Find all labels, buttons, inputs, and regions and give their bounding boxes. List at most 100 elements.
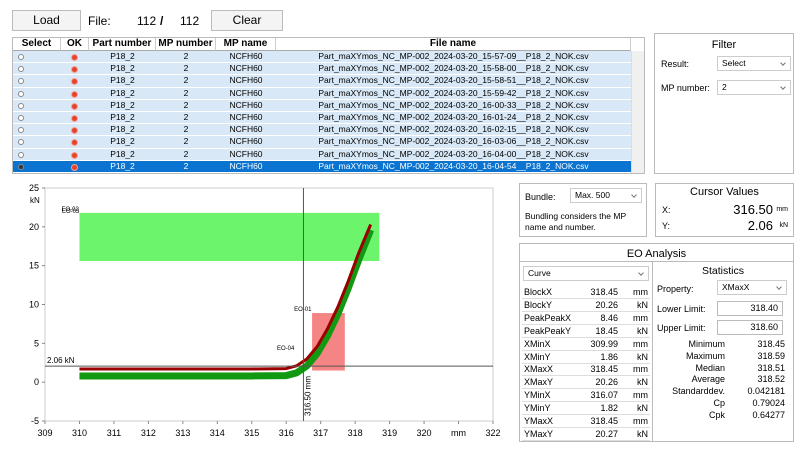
annotation: EO-04 [277,346,295,352]
result-name: XMaxX [524,364,554,375]
bundle-note: Bundling considers the MP name and numbe… [525,211,626,232]
cell: Part_maXYmos_NC_MP-002_2024-03-20_15-58-… [318,75,589,86]
result-name: PeakPeakX [524,312,572,323]
mp-select[interactable]: 2 [717,80,791,95]
property-select[interactable]: XMaxX [717,280,787,295]
scrollbar[interactable] [631,51,644,173]
table-row[interactable]: P18_2 2 NCFH60 Part_maXYmos_NC_MP-002_2024-… [13,63,631,76]
stat-name: Cp [713,398,725,408]
result-row [522,338,650,351]
result-row [522,325,650,338]
cell: P18_2 [110,112,135,122]
result-name: XMaxY [524,377,554,388]
eo-title: EO Analysis [626,248,687,260]
result-name: YMinX [524,390,551,401]
stat-name: Maximum [685,350,725,361]
lower-input[interactable]: 318.40 [717,301,783,316]
cell: Part_maXYmos_NC_MP-002_2024-03-20_16-03-… [318,136,589,147]
stat-name: Standarddev. [672,386,725,397]
bundle-panel: Bundle: Max. 500 Bundling considers the … [519,183,647,237]
cursor-y-label: 2.06 kN [47,356,75,365]
result-value: 318.45 [590,364,618,375]
table-row[interactable]: P18_2 2 NCFH60 Part_maXYmos_NC_MP-002_2024-… [13,99,631,112]
cell: 2 [183,148,189,159]
divider [520,261,793,262]
cell: NCFH60 [229,136,263,147]
result-row [522,415,650,428]
result-unit: kN [637,403,648,414]
clear-button[interactable]: Clear [211,10,283,31]
table-row[interactable]: P18_2 2 NCFH60 Part_maXYmos_NC_MP-002_2024-… [13,87,631,100]
file-count: 112 [180,14,200,28]
stat-value: 318.51 [757,362,785,373]
mp-label: MP number: [661,83,710,93]
table-row[interactable]: P18_2 2 NCFH60 Part_maXYmos_NC_MP-002_2024-… [13,148,631,161]
result-unit: mm [633,312,648,323]
result-value: 18.45 [595,325,618,336]
result-unit: mm [633,287,648,297]
table-row[interactable]: P18_2 2 NCFH60 Part_maXYmos_NC_MP-002_2024-… [13,160,631,173]
cell: NCFH60 [229,99,263,110]
y-unit: kN [30,196,40,205]
cell: 2 [183,87,189,98]
cursor-x-value: 316.50 [733,202,773,217]
table-row[interactable]: P18_2 2 NCFH60 Part_maXYmos_NC_MP-002_2024-… [13,112,631,125]
cell: 2 [183,124,189,135]
cell: P18_2 [110,124,135,135]
result-select[interactable]: Select [717,56,791,71]
upper-label: Upper Limit: [657,323,706,333]
ok-indicator [71,102,78,110]
bundle-label: Bundle: [525,192,556,202]
result-row [522,363,650,377]
radio [18,78,24,85]
stat-name: Average [691,374,725,385]
chart: kN EO-03 EO-04 309 310 311 312 313 314 315 316 3… [29,183,501,438]
result-row [522,389,650,403]
file-label: File: [88,14,111,28]
property-label: Property: [657,284,694,294]
cell: 2 [183,51,189,61]
table-row[interactable]: P18_2 2 NCFH60 Part_maXYmos_NC_MP-002_2024-… [13,51,631,64]
table-row[interactable]: P18_2 2 NCFH60 Part_maXYmos_NC_MP-002_2024-… [13,136,631,149]
ok-indicator [71,78,78,86]
x-tick-label: 312 [141,428,156,438]
result-row [522,428,650,441]
bundle-select[interactable]: Max. 500 [570,188,642,203]
x-tick-label: 311 [107,428,121,438]
cell: Part_maXYmos_NC_MP-002_2024-03-20_16-02-… [318,124,589,135]
result-unit: mm [633,338,648,349]
column-header: Part number [89,38,156,51]
y-tick-label: 20 [29,222,39,232]
table-row[interactable]: P18_2 2 NCFH60 Part_maXYmos_NC_MP-002_2024-… [13,75,631,88]
result-row [522,402,650,416]
result-name: XMinY [524,351,551,362]
x-tick-label: 319 [382,428,397,438]
cell: P18_2 [110,99,135,110]
stat-value: 0.64277 [752,409,785,420]
lower-label: Lower Limit: [657,304,706,314]
cell: P18_2 [110,87,135,98]
cursor-y-label: Y: [662,221,671,231]
radio [18,90,24,97]
upper-input[interactable]: 318.60 [717,320,783,335]
ok-indicator [71,90,78,98]
result-label: Result: [661,59,690,69]
column-header: File name [276,38,631,51]
cell: 2 [183,63,189,74]
result-value: 8.46 [600,312,618,323]
x-tick-label: mm [451,428,466,438]
curve-select[interactable]: Curve [523,266,649,281]
eo-window [79,212,380,262]
eo-window [312,313,345,371]
y-tick-label: 15 [29,261,39,271]
cell: Part_maXYmos_NC_MP-002_2024-03-20_16-00-… [318,99,589,110]
load-button[interactable]: Load [12,10,81,31]
stat-value: 0.042181 [747,386,785,397]
filter-title: Filter [711,39,737,51]
file-table: Select OK Part number MP number MP name File … [12,37,645,174]
result-unit: mm [633,390,648,401]
result-unit: kN [637,351,648,362]
table-row[interactable]: P18_2 2 NCFH60 Part_maXYmos_NC_MP-002_2024-… [13,124,631,137]
stats-title: Statistics [701,265,744,277]
annotation: EO-03 [62,209,80,215]
